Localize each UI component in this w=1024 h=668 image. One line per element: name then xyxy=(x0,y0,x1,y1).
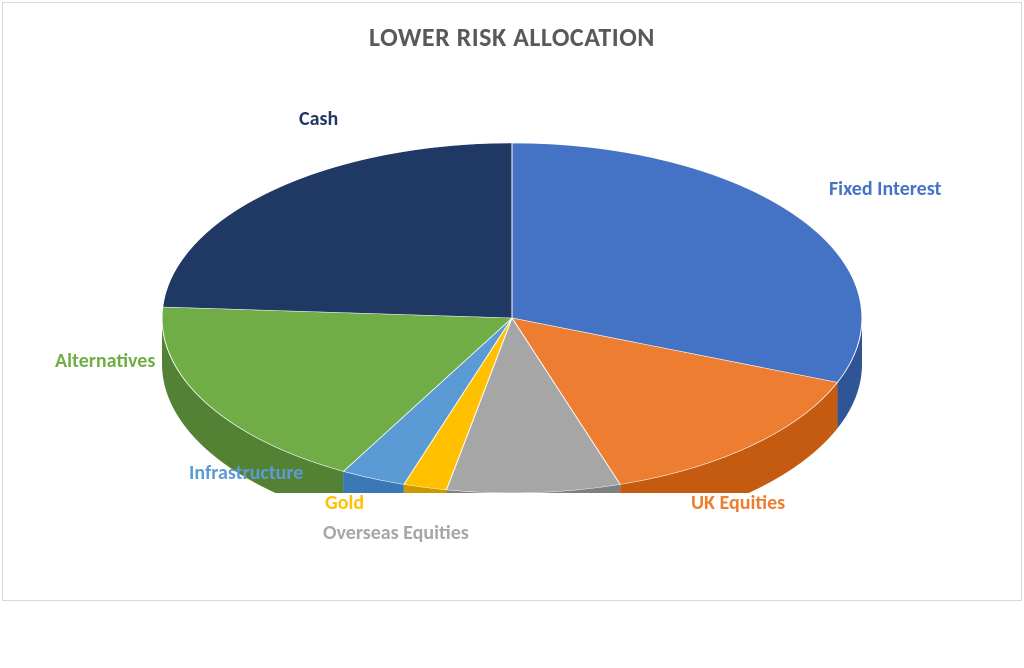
data-label-5: Alternatives xyxy=(55,349,155,373)
data-label-2: Overseas Equities xyxy=(323,521,469,545)
data-label-4: Infrastructure xyxy=(189,461,303,485)
data-label-6: Cash xyxy=(299,107,338,131)
pie-top-svg xyxy=(162,143,862,493)
pie-slice-6 xyxy=(163,143,512,318)
data-label-0: Fixed Interest xyxy=(829,177,941,201)
data-label-1: UK Equities xyxy=(691,491,785,515)
chart-frame: LOWER RISK ALLOCATION Fixed InterestUK E… xyxy=(2,2,1022,601)
pie-chart xyxy=(162,0,862,668)
data-label-3: Gold xyxy=(325,491,364,515)
pie-3d-container xyxy=(162,143,862,493)
